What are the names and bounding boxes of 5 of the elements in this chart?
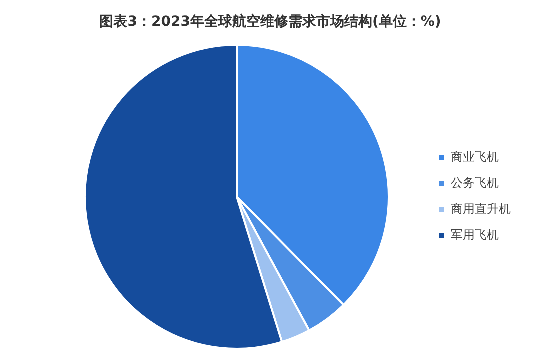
- legend-label: 商业飞机: [451, 150, 499, 164]
- chart-title: 图表3：2023年全球航空维修需求市场结构(单位：%): [98, 12, 442, 32]
- legend-label: 公务飞机: [451, 176, 499, 190]
- legend-label: 军用飞机: [451, 228, 499, 242]
- legend-label: 商用直升机: [451, 202, 511, 216]
